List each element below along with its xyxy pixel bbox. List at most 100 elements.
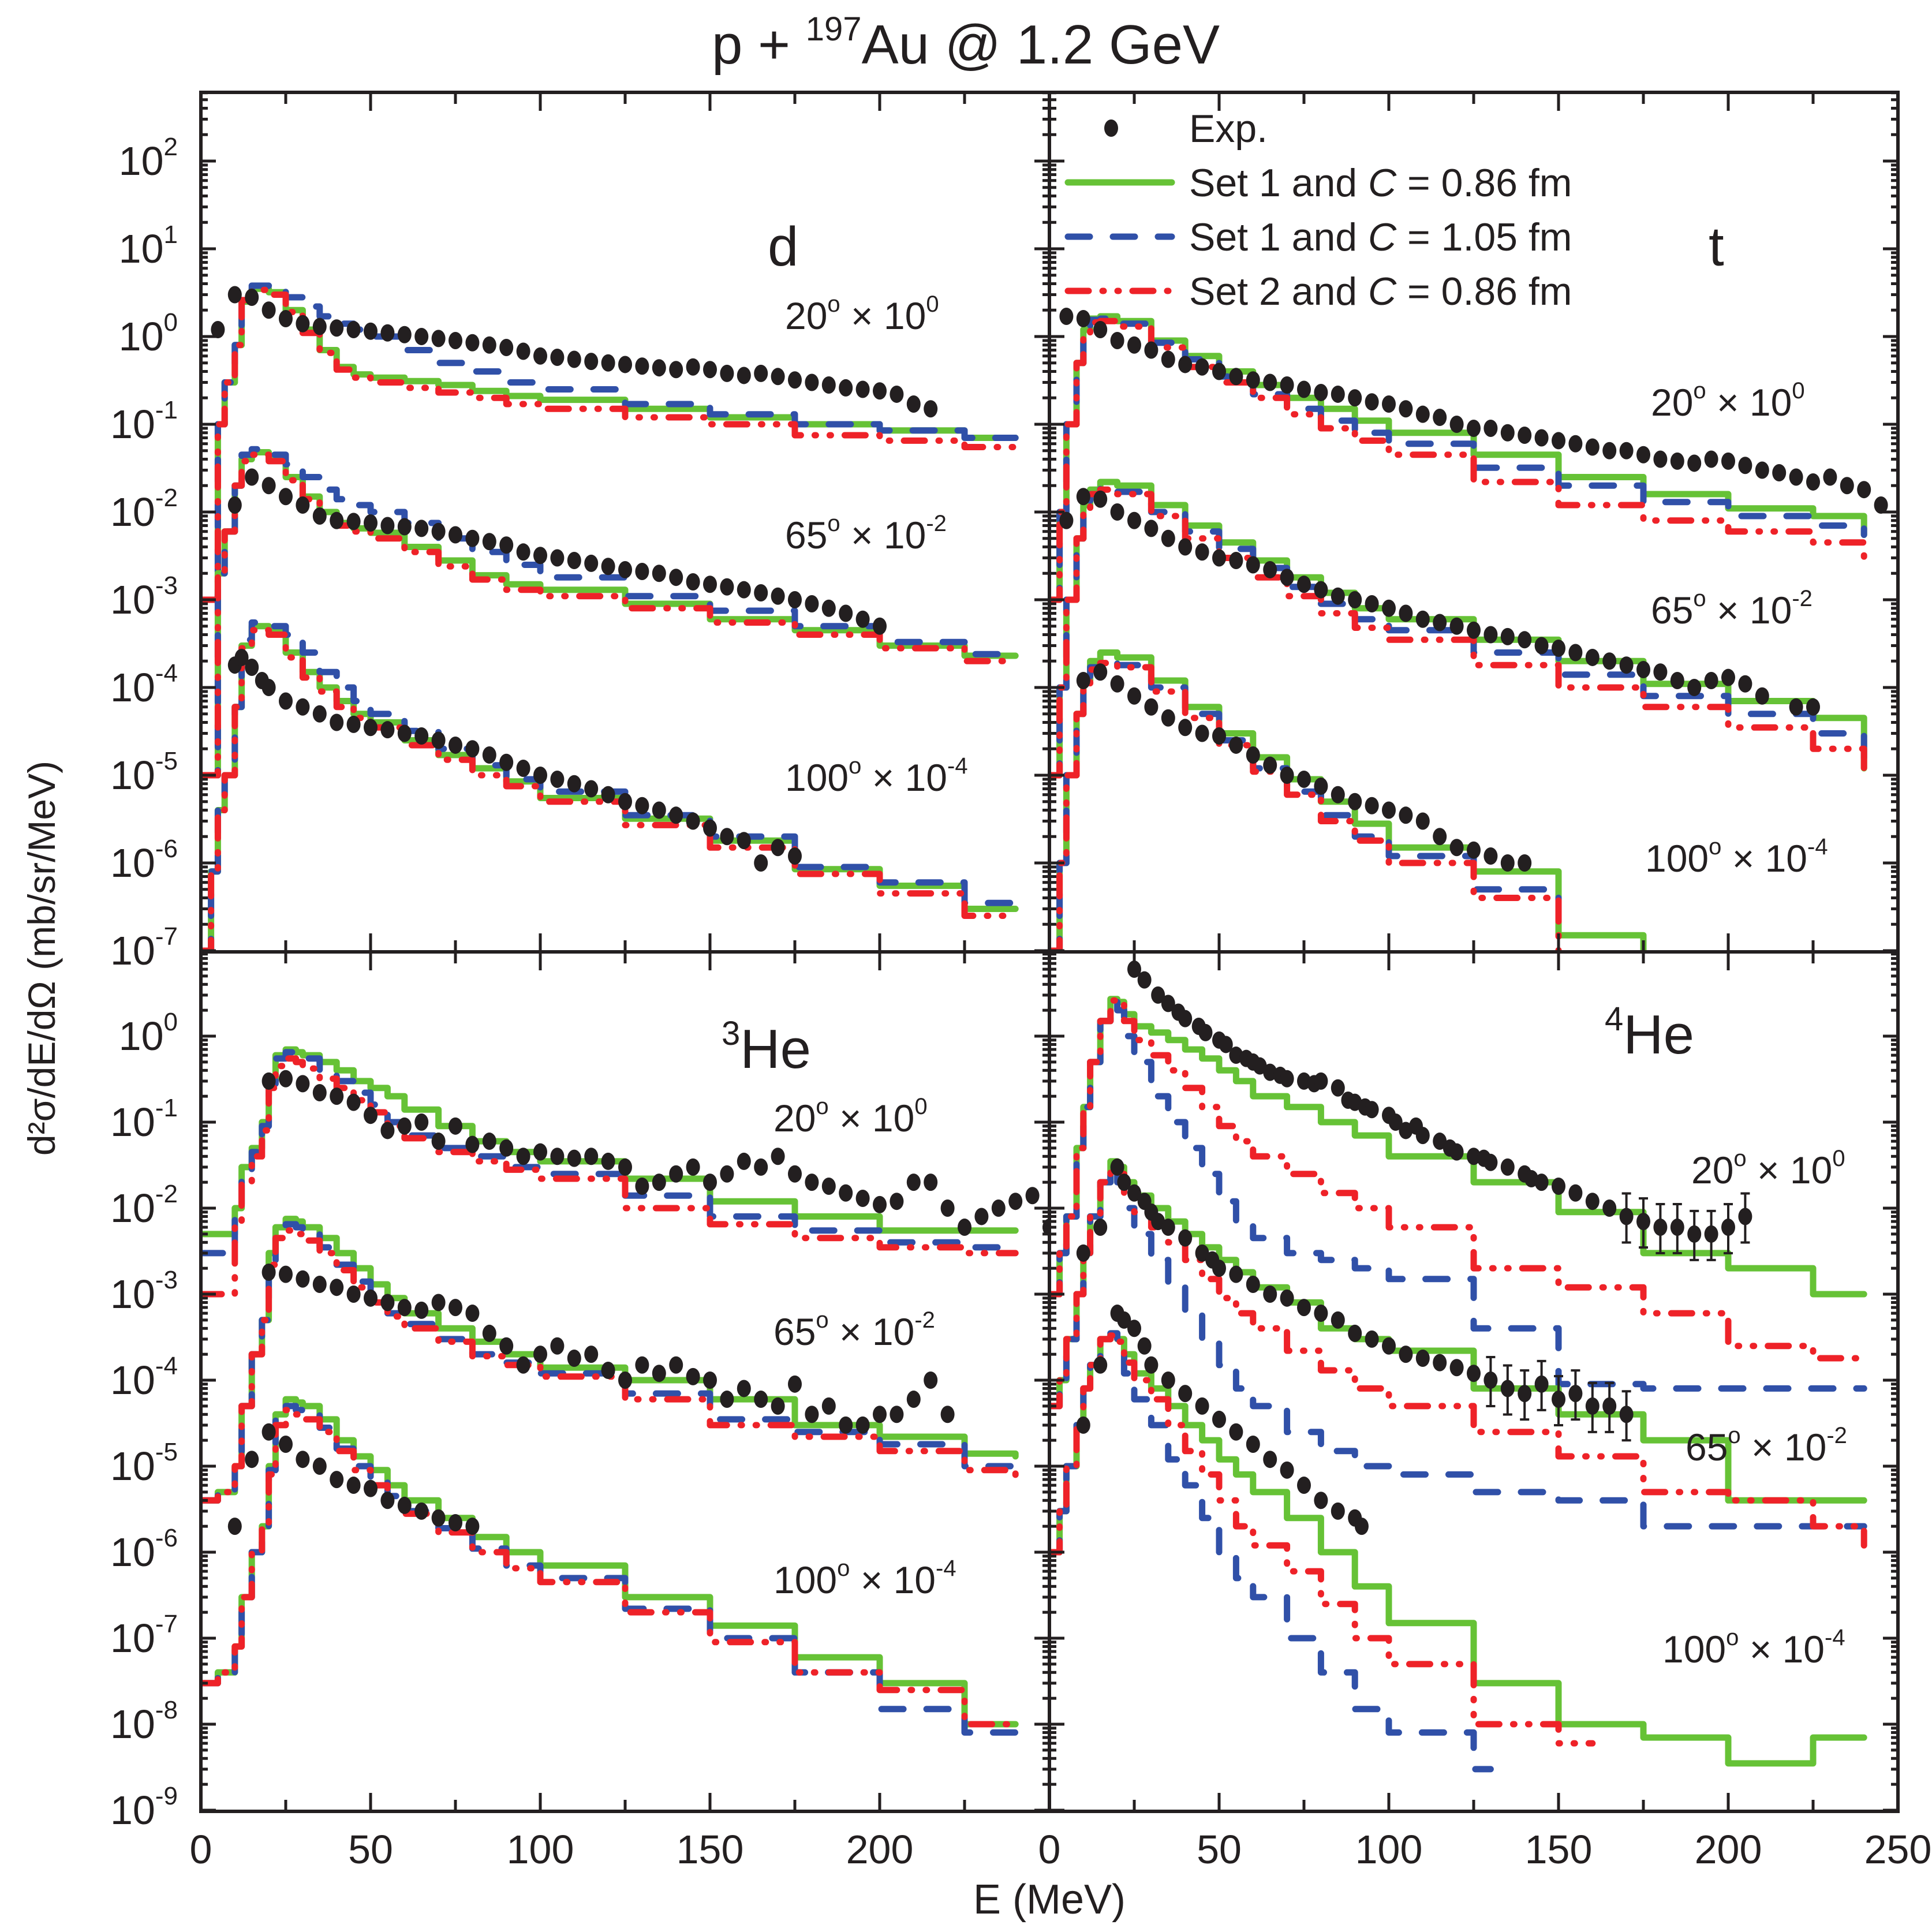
exp-point — [567, 1149, 581, 1167]
exp-point — [1354, 1518, 1369, 1535]
exp-point — [1721, 1219, 1735, 1236]
exp-point — [211, 320, 225, 338]
exp-point — [1117, 1311, 1131, 1329]
exp-point — [1093, 1356, 1108, 1374]
angle-label: 20o × 100 — [773, 1094, 928, 1139]
y-tick-label: 10-7 — [110, 1610, 178, 1661]
panel-d: 10-7 10-6 10-5 10-4 10-3 10-2 10-1 100 101 102 d 20… — [110, 91, 1051, 973]
exp-point — [1348, 389, 1362, 407]
exp-point — [1365, 797, 1379, 814]
exp-point — [261, 301, 276, 319]
exp-point — [330, 319, 344, 337]
exp-point — [1195, 358, 1209, 376]
exp-point — [1365, 1101, 1379, 1119]
y-tick-label: 102 — [119, 133, 178, 184]
series-set2_c086-1 — [1049, 486, 1867, 783]
exp-point — [1738, 457, 1752, 474]
exp-point — [1348, 793, 1362, 810]
angle-label: 100o × 10-4 — [1662, 1625, 1845, 1671]
exp-point — [1467, 841, 1481, 859]
exp-point — [312, 1276, 327, 1294]
exp-point — [1738, 1208, 1752, 1225]
exp-point — [1263, 560, 1277, 578]
exp-point — [482, 336, 496, 354]
exp-point — [1568, 1184, 1583, 1202]
exp-point — [414, 1502, 429, 1520]
exp-point — [805, 595, 819, 612]
exp-point — [1433, 614, 1447, 631]
exp-point — [1704, 1225, 1718, 1243]
exp-point — [279, 692, 293, 710]
exp-point — [754, 1158, 768, 1176]
exp-point — [380, 324, 395, 342]
exp-point — [652, 1174, 666, 1191]
exp-point — [449, 736, 462, 754]
exp-point — [380, 1294, 395, 1311]
exp-point — [397, 1496, 412, 1514]
exp-point — [1161, 1372, 1175, 1389]
exp-point — [1518, 854, 1532, 872]
exp-point — [245, 468, 259, 486]
exp-point — [1212, 1410, 1226, 1428]
exp-point — [940, 1199, 955, 1217]
exp-point — [1772, 464, 1787, 482]
exp-point — [1433, 408, 1447, 426]
exp-point — [1263, 1285, 1277, 1303]
exp-point — [296, 315, 310, 332]
exp-point — [652, 565, 666, 582]
exp-point — [584, 1346, 599, 1363]
exp-point — [754, 584, 768, 601]
exp-point — [1449, 1359, 1464, 1377]
exp-point — [1127, 1320, 1141, 1337]
exp-point — [821, 1177, 836, 1195]
exp-point — [1670, 452, 1684, 470]
exp-point — [924, 400, 938, 418]
exp-point — [1314, 384, 1328, 402]
exp-point — [1467, 1148, 1481, 1165]
exp-point — [261, 679, 276, 696]
exp-point — [414, 727, 429, 745]
series-set1_c105-2 — [1049, 657, 1562, 952]
exp-point — [1568, 1385, 1583, 1403]
exp-point — [652, 359, 666, 377]
exp-point — [1704, 671, 1718, 689]
angle-label: 100o × 10-4 — [1645, 834, 1828, 880]
exp-point — [1076, 671, 1090, 689]
series-set2_c086-1 — [201, 451, 1019, 779]
exp-point — [364, 719, 378, 737]
y-axis-label: d²σ/dE/dΩ (mb/sr/MeV) — [20, 761, 63, 1156]
exp-point — [449, 1514, 462, 1531]
exp-point — [839, 604, 853, 622]
exp-point — [703, 819, 717, 837]
series-set1_c105-2 — [1049, 1330, 1494, 1773]
angle-label: 65o × 10-2 — [1686, 1423, 1847, 1468]
exp-point — [1840, 477, 1854, 495]
exp-point — [601, 558, 615, 576]
exp-point — [346, 715, 361, 733]
exp-point — [805, 1174, 819, 1191]
exp-point — [1518, 631, 1532, 649]
exp-point — [1331, 587, 1345, 605]
exp-point — [1568, 644, 1583, 662]
exp-point — [1212, 363, 1226, 380]
series-set2_c086-1 — [201, 1227, 1019, 1504]
exp-point — [1653, 1219, 1668, 1236]
exp-point — [380, 1122, 395, 1139]
panel-3He: 10-9 10-8 10-7 10-6 10-5 10-4 10-3 10-2 10-1 100 0… — [110, 950, 1051, 1872]
x-tick-label: 50 — [348, 1827, 393, 1872]
exp-point — [330, 1088, 344, 1105]
legend-label: Set 1 and C = 0.86 fm — [1189, 161, 1572, 205]
exp-point — [855, 610, 870, 628]
exp-point — [1161, 709, 1175, 727]
exp-point — [618, 356, 632, 373]
exp-point — [635, 1177, 649, 1195]
exp-point — [431, 1509, 446, 1527]
exp-point — [601, 354, 615, 372]
exp-point — [1619, 442, 1634, 459]
exp-point — [958, 1219, 971, 1236]
y-tick-label: 10-6 — [110, 1524, 178, 1575]
exp-point — [584, 554, 599, 572]
exp-point — [1636, 446, 1650, 464]
y-tick-label: 100 — [119, 308, 178, 359]
